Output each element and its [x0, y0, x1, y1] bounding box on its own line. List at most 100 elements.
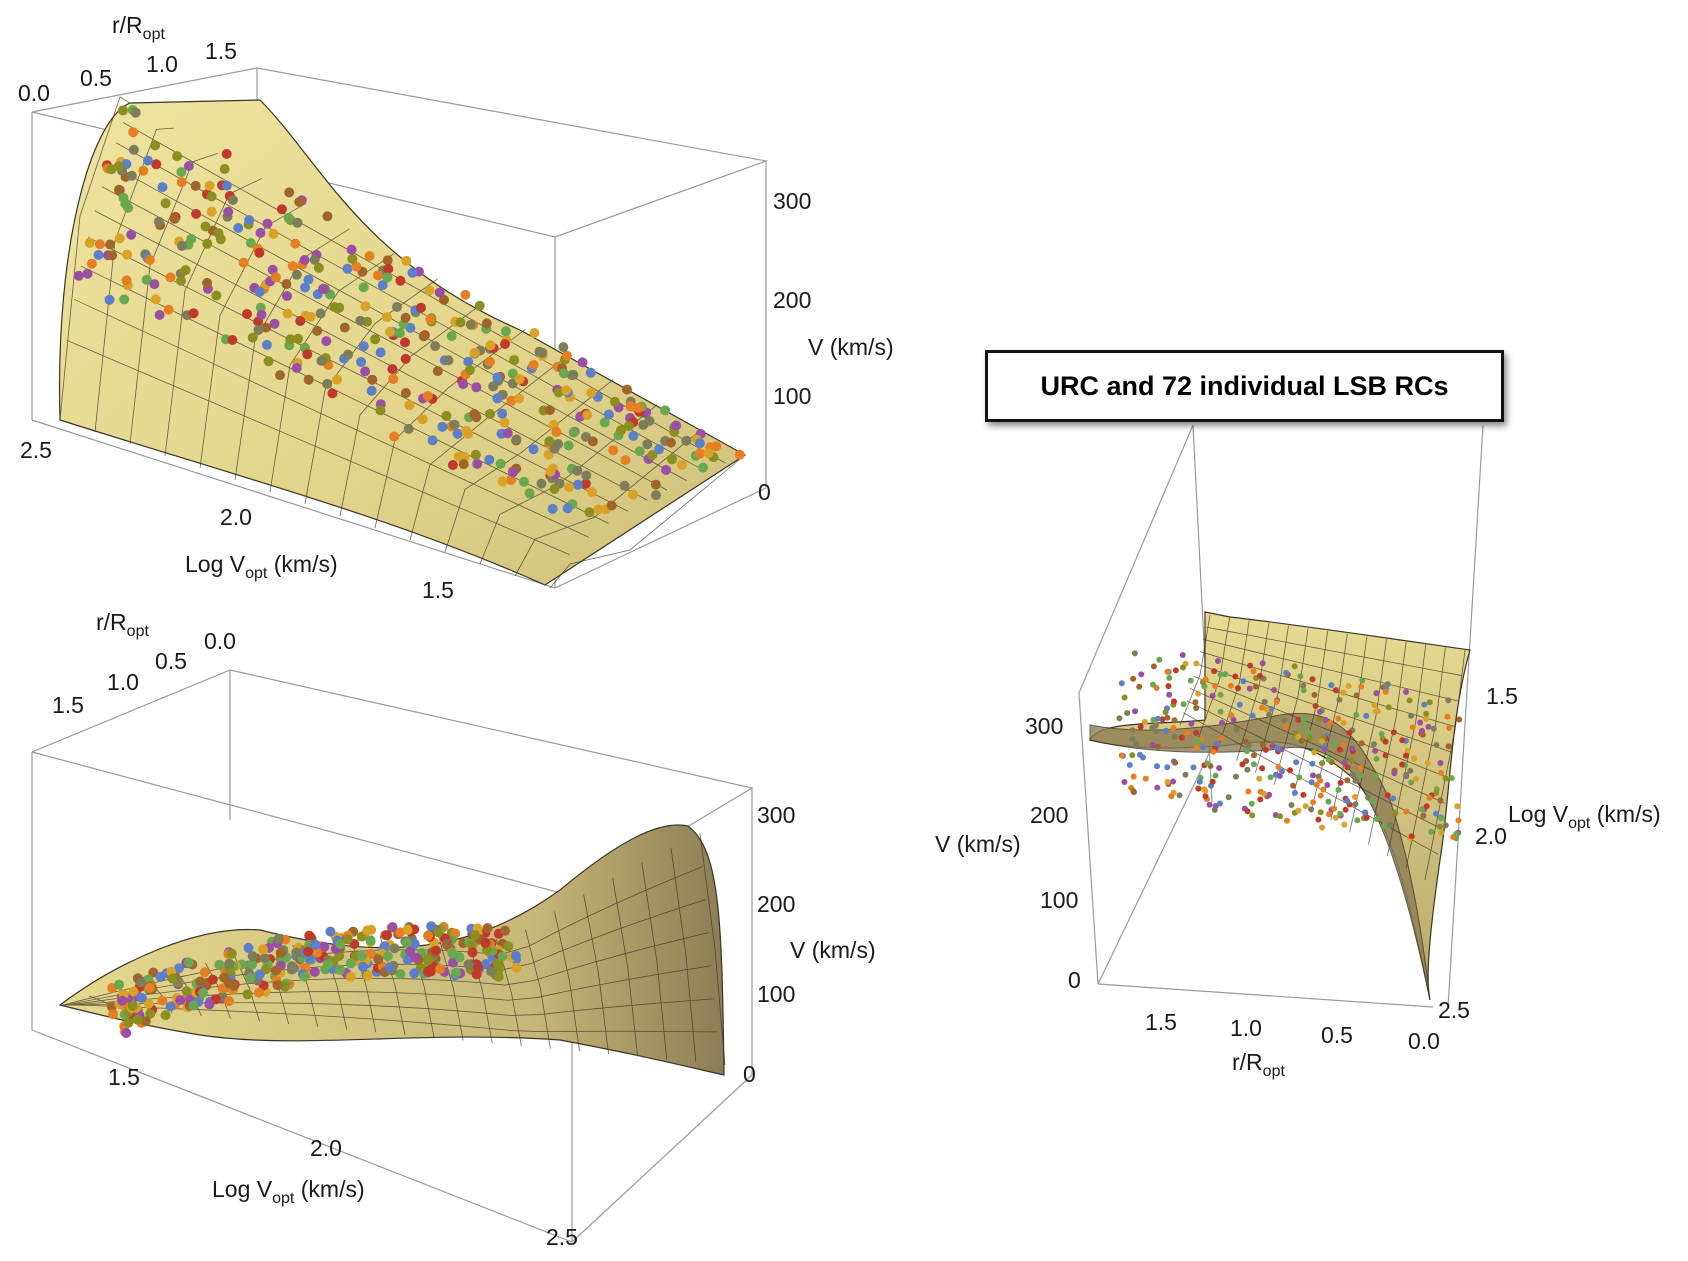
data-point — [1218, 734, 1225, 741]
panel1-v-ticks: 0 100 200 300 — [758, 188, 811, 505]
data-point — [1311, 749, 1318, 756]
data-point — [315, 308, 326, 319]
data-point — [302, 349, 313, 360]
data-point — [628, 489, 638, 500]
data-point — [126, 170, 137, 181]
data-point — [1302, 803, 1309, 810]
panel3-v-ticks: 0 100 200 300 — [1025, 713, 1081, 993]
data-point — [1446, 725, 1453, 731]
data-point — [282, 308, 293, 319]
data-point — [1261, 698, 1268, 705]
data-point — [366, 385, 377, 396]
data-point — [1164, 764, 1171, 771]
data-point — [332, 374, 343, 385]
data-point — [172, 151, 183, 162]
data-point — [400, 353, 411, 364]
data-point — [469, 930, 480, 940]
data-point — [1357, 765, 1364, 771]
data-point — [427, 435, 438, 446]
data-point — [138, 165, 149, 176]
data-point — [1310, 772, 1316, 779]
data-point — [1453, 830, 1460, 837]
data-point — [126, 229, 137, 240]
data-point — [128, 144, 139, 155]
data-point — [1295, 807, 1302, 814]
data-point — [1209, 778, 1216, 785]
panel1-bounding-box — [31, 67, 769, 589]
data-point — [562, 503, 573, 514]
data-point — [506, 475, 517, 485]
panel3-v-tick: 300 — [1025, 713, 1063, 739]
data-point — [1170, 778, 1177, 785]
data-point — [488, 381, 499, 392]
data-point — [335, 939, 346, 949]
data-point — [84, 237, 95, 248]
panel3-data-points — [1116, 650, 1463, 842]
data-point — [506, 395, 517, 406]
data-point — [1172, 759, 1179, 766]
data-point — [1153, 728, 1160, 735]
data-point — [1171, 717, 1178, 724]
data-point — [1454, 803, 1461, 810]
data-point — [1332, 687, 1339, 694]
data-point — [681, 435, 692, 446]
data-point — [644, 415, 655, 426]
data-point — [1317, 708, 1323, 715]
data-point — [1202, 793, 1209, 800]
data-point — [373, 954, 384, 965]
data-point — [666, 437, 676, 448]
panel2-v-ticks: 0 100 200 300 — [743, 802, 795, 1087]
data-point — [647, 450, 658, 460]
data-point — [1369, 797, 1375, 804]
data-point — [417, 414, 428, 425]
panel1-logv-tick: 1.5 — [422, 577, 454, 603]
data-point — [606, 500, 617, 511]
panel3-urc-surface — [1089, 611, 1471, 1001]
data-point — [144, 254, 155, 265]
data-point — [360, 366, 371, 377]
data-point — [145, 1008, 156, 1019]
data-point — [403, 423, 414, 434]
data-point — [303, 374, 314, 385]
data-point — [382, 255, 393, 266]
data-point — [514, 393, 525, 404]
data-point — [485, 409, 495, 419]
data-point — [183, 161, 194, 171]
data-point — [671, 420, 682, 431]
data-point — [1211, 668, 1218, 675]
data-point — [1291, 663, 1298, 670]
data-point — [493, 960, 504, 971]
data-point — [1287, 767, 1293, 774]
panel2-bounding-box — [31, 669, 754, 1243]
data-point — [1267, 774, 1274, 781]
data-point — [364, 251, 375, 261]
data-point — [401, 255, 412, 266]
data-point — [474, 300, 485, 311]
data-point — [268, 228, 279, 239]
data-point — [276, 204, 287, 215]
data-point — [175, 995, 186, 1006]
data-point — [267, 264, 278, 275]
data-point — [186, 234, 197, 244]
data-point — [392, 302, 402, 312]
data-point — [151, 159, 162, 170]
data-point — [558, 368, 569, 379]
data-point — [1216, 765, 1223, 771]
data-point — [492, 393, 503, 404]
data-point — [1216, 800, 1223, 807]
data-point — [1328, 682, 1335, 689]
data-point — [1182, 771, 1189, 778]
data-point — [271, 965, 281, 976]
data-point — [573, 479, 583, 490]
data-point — [1130, 773, 1137, 780]
data-point — [1179, 664, 1186, 671]
data-point — [1392, 809, 1399, 816]
data-point — [1121, 779, 1128, 785]
data-point — [1385, 704, 1392, 711]
data-point — [1358, 683, 1365, 690]
data-point — [270, 272, 281, 283]
data-point — [1433, 789, 1440, 796]
data-point — [1137, 723, 1144, 730]
data-point — [1232, 673, 1239, 680]
data-point — [1381, 823, 1387, 829]
